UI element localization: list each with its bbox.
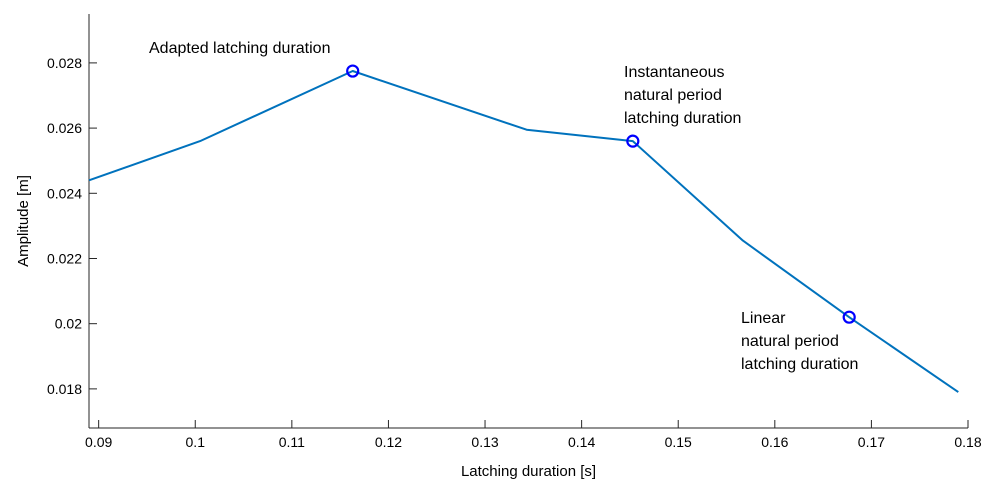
y-tick-label: 0.028 [47, 55, 82, 71]
highlight-marker-2 [842, 310, 856, 324]
y-tick-label: 0.02 [55, 316, 82, 332]
annotation-2: Linear natural period latching duration [741, 310, 858, 373]
annotation-line: latching duration [624, 110, 741, 127]
x-axis-title: Latching duration [s] [461, 463, 596, 480]
x-tick-label: 0.18 [954, 434, 981, 450]
y-tick-label: 0.026 [47, 120, 82, 136]
annotation-line: Adapted latching duration [149, 40, 330, 57]
y-tick-label: 0.018 [47, 381, 82, 397]
x-tick-label: 0.15 [665, 434, 692, 450]
x-tick-label: 0.13 [471, 434, 498, 450]
annotation-line: Linear [741, 310, 786, 327]
annotation-line: natural period [741, 333, 839, 350]
highlight-marker-1 [626, 134, 640, 148]
axes: 0.09 0.1 0.11 0.12 0.13 0.14 0.15 0.16 0.17 0.18 0… [47, 14, 982, 450]
series-group [88, 70, 959, 393]
annotations-group: Adapted latching duration Instantaneous na… [149, 40, 858, 373]
x-tick-label: 0.11 [279, 434, 305, 450]
y-tick-label: 0.022 [47, 250, 82, 266]
y-tick-label: 0.024 [47, 185, 82, 201]
y-axis-title: Amplitude [m] [15, 175, 32, 267]
annotation-line: Instantaneous [624, 64, 725, 81]
markers-group [346, 64, 856, 324]
annotation-line: latching duration [741, 356, 858, 373]
x-tick-label: 0.1 [186, 434, 206, 450]
annotation-line: natural period [624, 87, 722, 104]
x-tick-label: 0.12 [375, 434, 402, 450]
annotation-1: Instantaneous natural period latching dura… [624, 64, 741, 127]
x-tick-label: 0.16 [761, 434, 788, 450]
annotation-0: Adapted latching duration [149, 40, 330, 57]
series-line-0 [88, 70, 959, 393]
x-tick-label: 0.17 [858, 434, 885, 450]
x-tick-label: 0.09 [85, 434, 112, 450]
x-tick-label: 0.14 [568, 434, 595, 450]
highlight-marker-0 [346, 64, 360, 78]
